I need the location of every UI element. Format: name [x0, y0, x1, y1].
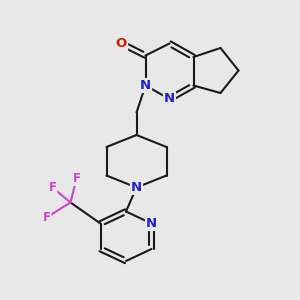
Text: F: F — [73, 172, 80, 185]
Text: O: O — [116, 37, 127, 50]
Text: N: N — [131, 181, 142, 194]
Text: N: N — [164, 92, 175, 106]
Text: F: F — [49, 181, 56, 194]
Text: F: F — [43, 211, 50, 224]
Text: N: N — [146, 217, 157, 230]
Text: N: N — [140, 79, 151, 92]
